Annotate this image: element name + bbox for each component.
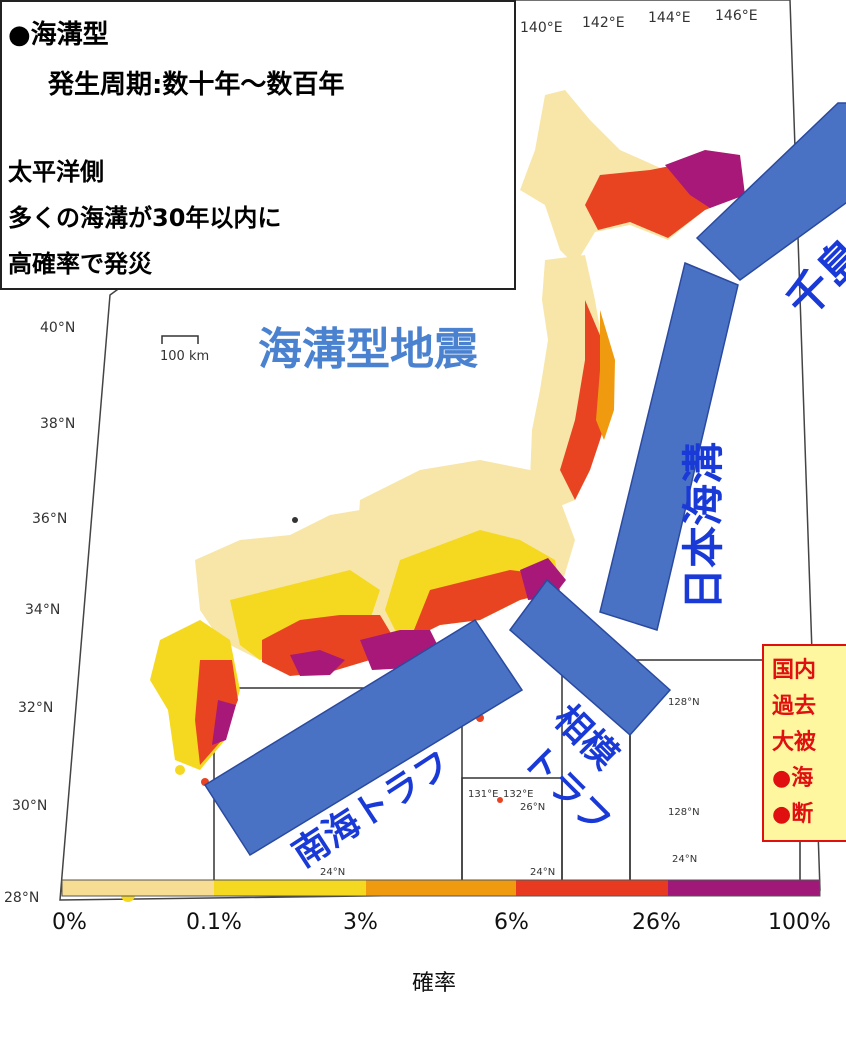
lon-label-142: 142°E	[582, 15, 625, 31]
note-line5: ●断	[772, 802, 814, 827]
lat-label-36: 36°N	[32, 511, 67, 527]
note-line3: 大被	[772, 730, 817, 755]
lat-label-30: 30°N	[12, 798, 47, 814]
legend-tick-1: 0.1%	[186, 910, 242, 935]
legend-swatch-2	[366, 880, 516, 896]
lat-label-32: 32°N	[18, 700, 53, 716]
legend-swatch-4	[668, 880, 820, 896]
lat-label-34: 34°N	[25, 602, 60, 618]
inset-label-26n: 26°N	[520, 802, 545, 813]
legend-tick-4: 26%	[632, 910, 681, 935]
nankai-trough-band	[203, 618, 524, 857]
note-line1: 国内	[772, 658, 817, 683]
hokkaido-landmass	[520, 90, 745, 265]
legend-tick-0: 0%	[52, 910, 87, 935]
map-heading: 海溝型地震	[258, 324, 479, 375]
inset-label-24n-c: 24°N	[672, 854, 697, 865]
inset-label-131e: 131°E	[468, 789, 498, 800]
lon-label-140: 140°E	[520, 20, 563, 36]
note-line2: 過去	[772, 694, 817, 719]
lat-label-38: 38°N	[40, 416, 75, 432]
lon-label-144: 144°E	[648, 10, 691, 26]
inset-label-24n-b: 24°N	[530, 867, 555, 878]
legend-tick-5: 100%	[768, 910, 831, 935]
scale-bar: 100 km	[160, 335, 209, 364]
legend-swatch-1	[214, 880, 366, 896]
info-box-line2: 発生周期:数十年～数百年	[48, 70, 345, 100]
western-honshu-landmass	[195, 510, 440, 676]
info-box-line5: 高確率で発災	[8, 250, 152, 278]
info-box-line1: ●海溝型	[8, 20, 109, 50]
legend-swatch-0	[62, 880, 214, 896]
legend-tick-3: 6%	[494, 910, 529, 935]
domestic-disaster-note-box: 国内 過去 大被 ●海 ●断	[762, 644, 846, 842]
info-box-line3: 太平洋側	[8, 158, 104, 186]
legend-tick-2: 3%	[343, 910, 378, 935]
lat-label-28: 28°N	[4, 890, 39, 906]
lat-label-40: 40°N	[40, 320, 75, 336]
lon-label-146: 146°E	[715, 8, 758, 24]
inset-label-128n-a: 128°N	[668, 697, 700, 708]
legend-swatch-3	[516, 880, 668, 896]
sagami-trough-band	[508, 578, 672, 737]
kyushu-landmass	[150, 620, 240, 770]
scale-bar-label: 100 km	[160, 349, 209, 364]
inset-label-128n-b: 128°N	[668, 807, 700, 818]
note-line4: ●海	[772, 766, 814, 791]
info-box-line4: 多くの海溝が30年以内に	[8, 204, 282, 232]
inset-label-24n-a: 24°N	[320, 867, 345, 878]
chishima-trench-band	[695, 102, 846, 281]
inset-label-132e: 132°E	[503, 789, 533, 800]
japan-trench-label: 日本海溝	[679, 442, 728, 610]
tohoku-landmass	[530, 255, 615, 510]
japan-trench-band	[599, 261, 739, 631]
legend-colorbar	[61, 879, 821, 897]
legend-title: 確率	[412, 971, 457, 996]
trench-type-info-box: ●海溝型 発生周期:数十年～数百年 太平洋側 多くの海溝が30年以内に 高確率で…	[0, 0, 516, 290]
